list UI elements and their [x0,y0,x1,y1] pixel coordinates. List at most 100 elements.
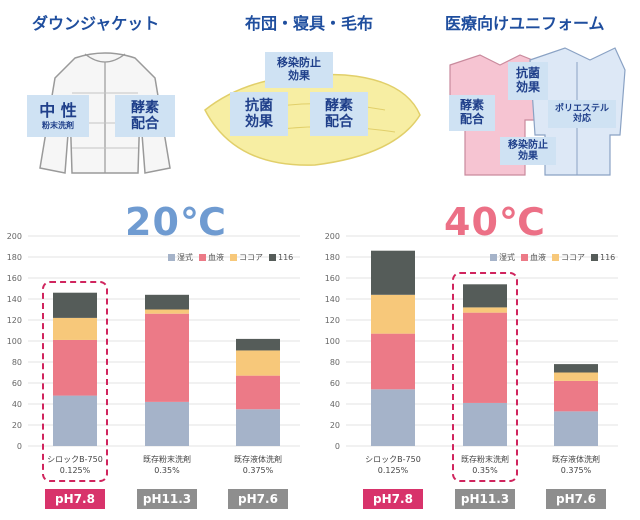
bar-segment-ココア [236,350,280,376]
tag-text: 抗菌 [515,66,540,81]
bar-segment-ココア [53,317,97,340]
bar-segment-血液 [371,333,415,390]
tag-neutral-powder: 中 性 粉末洗剤 [27,95,89,137]
chart-40c: 0 20 40 60 80 100 120 140 160 180 200 [325,232,618,451]
highlight-box [42,280,108,482]
tag-text: 効果 [518,151,538,162]
y-tick-label: 0 [335,442,340,451]
category-name: 既存液体洗剤 [234,455,282,464]
y-tick-label: 0 [17,442,22,451]
chart-panel-40c: 0 20 40 60 80 100 120 140 160 180 200 40℃ 湿式 血液 ココア 1… [318,200,628,515]
tag-antibacterial: 抗菌 効果 [508,62,548,100]
y-tick-label: 180 [7,253,22,262]
category-name: 既存粉末洗剤 [461,455,509,464]
y-tick-label: 200 [7,232,22,241]
bar-segment-116 [554,364,598,373]
tag-enzyme: 酵素 配合 [115,95,175,137]
bar-segment-ココア [554,372,598,381]
tag-text: 効果 [515,80,540,94]
bar-segment-血液 [53,339,97,396]
tag-text: 粉末洗剤 [42,120,74,130]
legend-item: 湿式 [490,252,515,263]
y-tick-label: 120 [7,316,22,325]
y-tick-label: 60 [12,379,22,388]
legend-item: ココア [230,252,263,263]
tag-polyester: ポリエステル 対応 [548,100,616,128]
bar-segment-湿式 [236,409,280,446]
ph-badge: pH7.8 [363,489,423,509]
bar-segment-湿式 [463,402,507,446]
bar-segment-116 [145,294,189,310]
y-tick-label: 60 [330,379,340,388]
jacket-illustration [39,52,171,174]
tag-text: 配合 [325,114,353,130]
bar-segment-116 [53,292,97,318]
category-concentration: 0.125% [377,466,409,476]
section-title: 布団・寝具・毛布 [245,14,374,33]
category-name: シロックB-750 [47,455,103,464]
bar-segment-ココア [371,294,415,334]
ph-badge: pH7.6 [228,489,288,509]
y-tick-label: 180 [325,253,340,262]
bar-segment-116 [236,338,280,351]
section-title: 医療向けユニフォーム [445,14,605,33]
category-name: 既存液体洗剤 [552,455,600,464]
bar-segment-湿式 [371,389,415,446]
category-concentration: 0.35% [154,466,180,476]
legend-label: 血液 [208,253,224,262]
tag-text: 酵素 [325,97,353,114]
legend-label: 湿式 [499,253,515,262]
chart-panel-20c: 0 20 40 60 80 100 120 140 160 180 200 20℃ 湿式 血液 ココア 1… [0,200,310,515]
tag-text: 酵素 [131,99,159,116]
legend-swatch [168,254,175,261]
category-concentration: 0.375% [560,466,592,476]
legend-label: ココア [239,253,263,262]
bar-segment-血液 [236,375,280,410]
y-tick-label: 160 [325,274,340,283]
y-tick-label: 100 [7,337,22,346]
tag-text: 対応 [572,114,591,124]
legend-label: 116 [278,253,294,262]
category-label: 既存液体洗剤 0.375% [223,454,293,476]
category-label: 既存粉末洗剤 0.35% [450,454,520,476]
legend-swatch [552,254,559,261]
legend-swatch [591,254,598,261]
legend-label: 湿式 [177,253,193,262]
category-concentration: 0.35% [472,466,498,476]
legend-label: 116 [600,253,616,262]
category-name: 既存粉末洗剤 [143,455,191,464]
y-tick-label: 40 [12,400,22,409]
category-concentration: 0.375% [242,466,274,476]
legend-swatch [521,254,528,261]
highlight-box [452,272,518,482]
legend-item: 血液 [521,252,546,263]
legend-swatch [269,254,276,261]
category-label: シロックB-750 0.125% [358,454,428,476]
category-concentration: 0.125% [59,466,91,476]
tag-text: 配合 [131,116,159,132]
tag-text: 効果 [288,69,310,82]
bar-segment-湿式 [554,411,598,446]
category-label: 既存液体洗剤 0.375% [541,454,611,476]
legend-swatch [490,254,497,261]
chart-20c: 0 20 40 60 80 100 120 140 160 180 200 [7,232,300,451]
legend-item: 116 [591,252,615,263]
legend-item: 湿式 [168,252,193,263]
y-tick-label: 200 [325,232,340,241]
tag-enzyme: 酵素 配合 [449,95,495,131]
y-tick-label: 140 [325,295,340,304]
legend-item: 116 [269,252,293,263]
category-name: シロックB-750 [365,455,421,464]
y-tick-label: 40 [330,400,340,409]
bar-segment-116 [371,250,415,295]
y-tick-label: 120 [325,316,340,325]
tag-antistain: 移染防止 効果 [500,137,556,165]
chart-title: 40℃ [444,200,546,244]
tag-text: 効果 [245,114,273,130]
ph-badge: pH7.6 [546,489,606,509]
tag-text: 移染防止 [277,56,321,70]
ph-badge: pH11.3 [137,489,197,509]
ph-badge: pH7.8 [45,489,105,509]
category-label: シロックB-750 0.125% [40,454,110,476]
legend-item: 血液 [199,252,224,263]
